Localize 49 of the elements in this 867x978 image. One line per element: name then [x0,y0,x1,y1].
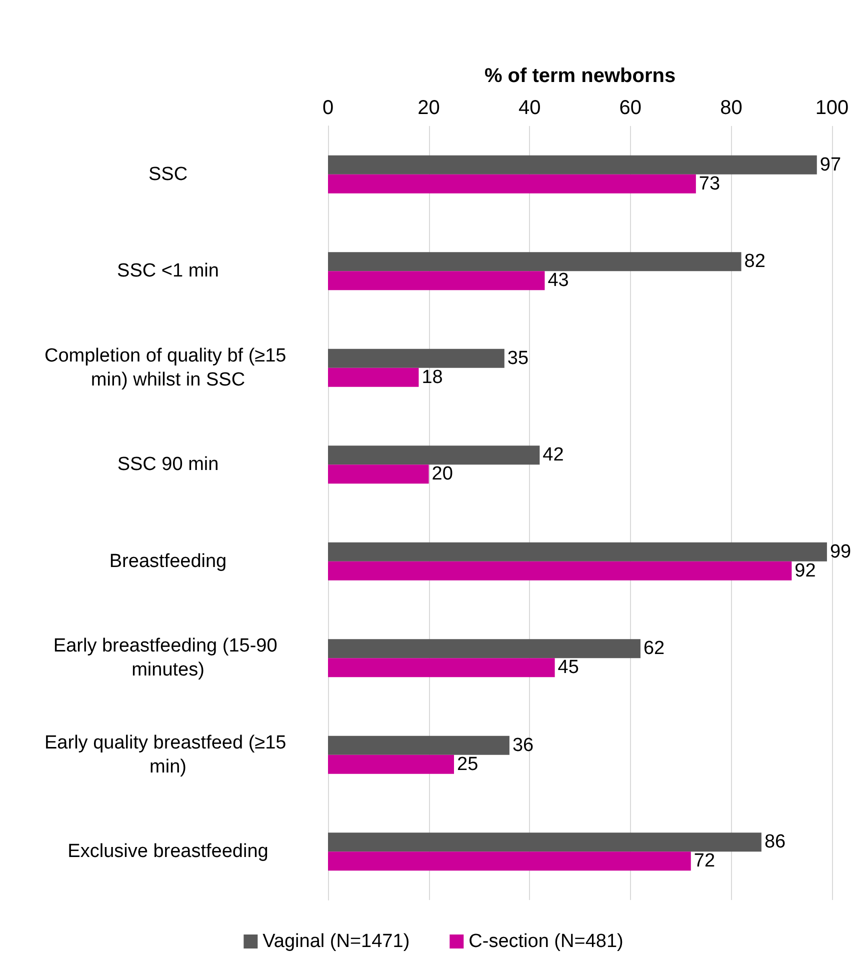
data-label: 43 [548,270,569,292]
x-axis-title: % of term newborns [484,65,676,87]
data-label: 72 [694,850,716,872]
y-tick-label: SSC 90 min [117,454,219,476]
data-label: 99 [830,541,852,562]
y-tick-label: Breastfeeding [109,550,227,572]
bar [328,348,504,368]
bar [328,252,742,272]
bar [328,736,510,755]
y-tick-label: Early quality breastfeed (≥15 min) [44,732,292,778]
data-label: 73 [698,173,720,194]
bar [328,446,540,465]
y-tick-label: SSC <1 min [117,260,219,282]
bar [328,271,545,290]
x-tick-label: 60 [619,97,642,119]
data-label: 82 [744,251,766,272]
bar [328,155,817,174]
bar [328,639,640,658]
bar [328,832,762,852]
y-tick-label: Early breastfeeding (15-90 minutes) [53,636,283,681]
data-label: 42 [542,444,564,466]
legend-label: Vaginal (N=1471) [262,931,410,952]
data-label: 97 [820,154,842,176]
x-tick-label: 100 [815,97,849,119]
bar [328,464,429,484]
y-tick-label: Exclusive breastfeeding [68,841,268,862]
data-label: 35 [507,348,529,369]
x-tick-label: 40 [518,97,541,119]
bar [328,754,454,774]
data-label: 20 [432,464,453,485]
data-label: 62 [643,638,665,660]
bar [328,542,827,562]
data-label: 86 [764,832,786,853]
x-tick-label: 80 [720,97,742,119]
data-label: 18 [422,366,443,388]
x-tick-label: 0 [322,97,334,119]
legend-label: C-section (N=481) [468,931,624,952]
bar [328,561,792,580]
bar [328,368,419,387]
data-label: 92 [794,560,816,582]
y-tick-label: Completion of quality bf (≥15 min) whilst in SSC [44,345,292,390]
bar [328,174,696,194]
data-label: 45 [558,657,579,678]
data-label: 25 [457,754,478,775]
y-tick-label: SSC [148,164,188,185]
bar [328,852,691,871]
x-tick-label: 20 [418,97,440,119]
bar [328,658,555,678]
data-label: 36 [512,734,534,756]
